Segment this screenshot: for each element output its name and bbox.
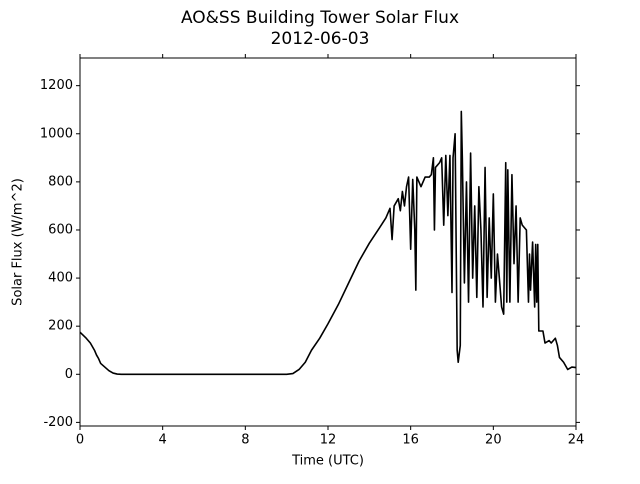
x-tick-label: 8: [241, 433, 249, 448]
plot-frame: [79, 57, 577, 427]
x-axis-label: Time (UTC): [291, 454, 364, 469]
chart-title: AO&SS Building Tower Solar Flux: [181, 8, 459, 28]
x-tick-label: 24: [568, 433, 585, 448]
x-tick-label: 12: [320, 433, 337, 448]
x-tick-label: 20: [485, 433, 502, 448]
y-tick-label: 1200: [40, 78, 73, 93]
y-tick-label: 400: [48, 271, 73, 286]
y-axis-label: Solar Flux (W/m^2): [11, 178, 26, 306]
y-tick-label: 200: [48, 319, 73, 334]
data-line: [79, 110, 577, 376]
x-tick-label: 0: [76, 433, 84, 448]
x-tick-label: 4: [159, 433, 167, 448]
y-tick-label: 800: [48, 174, 73, 189]
y-tick-label: 600: [48, 222, 73, 237]
y-tick-label: 0: [65, 367, 73, 382]
x-tick-label: 16: [402, 433, 419, 448]
chart-subtitle: 2012-06-03: [271, 29, 370, 49]
y-tick-label: -200: [43, 415, 73, 430]
y-tick-label: 1000: [40, 126, 73, 141]
